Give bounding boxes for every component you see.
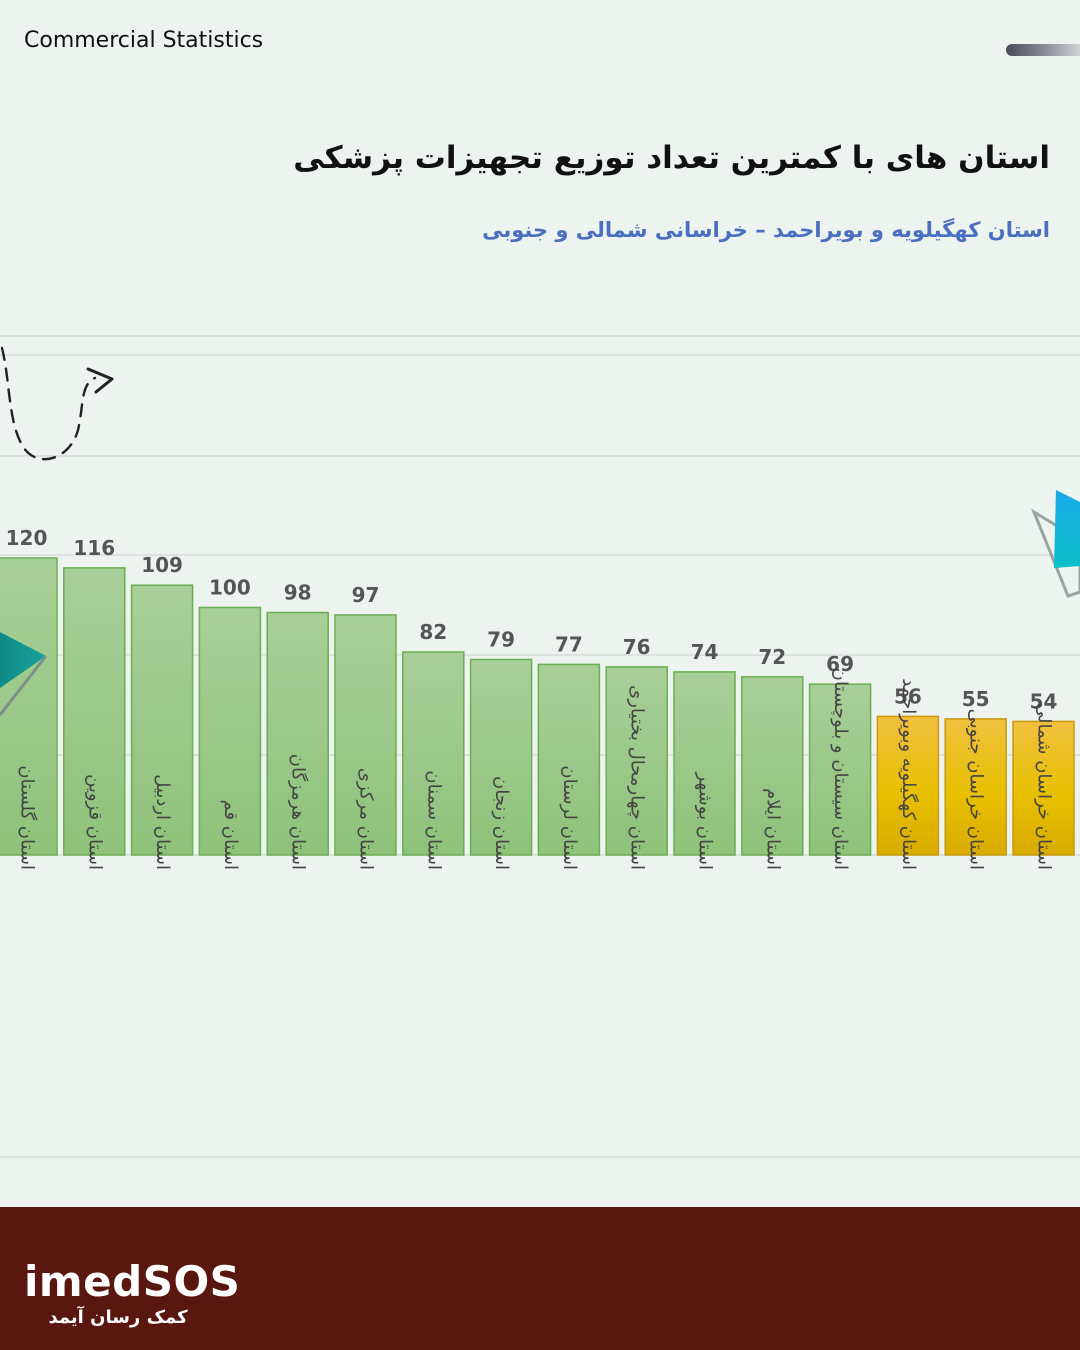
bar [130, 584, 194, 856]
bar [198, 606, 262, 856]
brand-tagline: کمک رسان آیمد [48, 1307, 188, 1328]
category-label: استان ایلام [762, 788, 783, 870]
category-label: استان سیستان و بلوچستان [830, 668, 851, 870]
data-label: 79 [487, 628, 515, 652]
bar [605, 666, 668, 856]
data-label: 56 [894, 684, 922, 708]
data-label: 76 [623, 635, 651, 659]
brand-logo: imedSOS [24, 1257, 241, 1306]
data-label: 100 [209, 576, 251, 600]
bar-chart: 120 116 109 100 98 97 82 79 77 76 74 72 69 56 55 54 است… [0, 335, 1080, 1158]
category-label: استان اردبیل [152, 774, 173, 870]
data-label: 54 [1030, 689, 1058, 713]
category-label: استان لرستان [559, 765, 580, 870]
data-label: 74 [691, 640, 719, 664]
dashed-arrow-icon [0, 346, 114, 461]
category-label: استان مرکزی [356, 768, 377, 870]
data-label: 120 [6, 526, 48, 550]
blue-triangle-icon [1030, 490, 1080, 598]
bar [808, 683, 872, 856]
data-label: 55 [962, 687, 990, 711]
teal-triangle-icon [0, 632, 48, 716]
category-label: استان خراسان جنوبی [966, 709, 987, 870]
bar [876, 715, 940, 856]
data-label: 82 [419, 620, 447, 644]
data-label: 116 [73, 536, 115, 560]
category-label: استان زنجان [491, 776, 512, 870]
bars [0, 557, 1075, 856]
data-label: 72 [758, 645, 786, 669]
bar [1012, 720, 1075, 856]
bar [266, 611, 329, 856]
category-label: استان چهارمحال بختیاری [627, 685, 648, 870]
decorative-pill [1006, 44, 1080, 56]
data-label: 109 [141, 553, 183, 577]
category-label: استان هرمزگان [288, 754, 310, 870]
category-label: استان گلستان [17, 765, 39, 870]
bar [0, 557, 58, 856]
footer: imedSOS کمک رسان آیمد [0, 1207, 1080, 1350]
category-label: استان قزوین [84, 774, 105, 870]
category-labels: استان گلستان استان قزوین استان اردبیل استان… [17, 668, 1055, 870]
data-label: 69 [826, 652, 854, 676]
category-label: استان خراسان شمالی [1034, 703, 1055, 870]
chart-subtitle: استان کهگیلویه و بویراحمد – خراسانی شمال… [482, 218, 1050, 242]
data-label: 77 [555, 632, 583, 656]
bar [469, 658, 533, 856]
value-labels: 120 116 109 100 98 97 82 79 77 76 74 72 69 56 55 54 [6, 526, 1058, 713]
chart-title: استان های با کمترین تعداد توزیع تجهیزات … [293, 140, 1050, 176]
bar [741, 676, 804, 856]
data-label: 98 [284, 581, 312, 605]
category-label: استان سمنان [423, 770, 444, 870]
bar [334, 614, 397, 856]
bar [537, 663, 601, 856]
data-label: 97 [352, 583, 380, 607]
bar [944, 718, 1007, 856]
header-label: Commercial Statistics [24, 28, 264, 53]
category-label: استان کهگیلویه وبویراحمد [898, 678, 920, 870]
bar [673, 671, 736, 856]
category-label: استان بوشهر [695, 771, 716, 870]
bar [402, 651, 465, 856]
category-label: استان قم [220, 799, 241, 870]
bar [63, 567, 126, 856]
